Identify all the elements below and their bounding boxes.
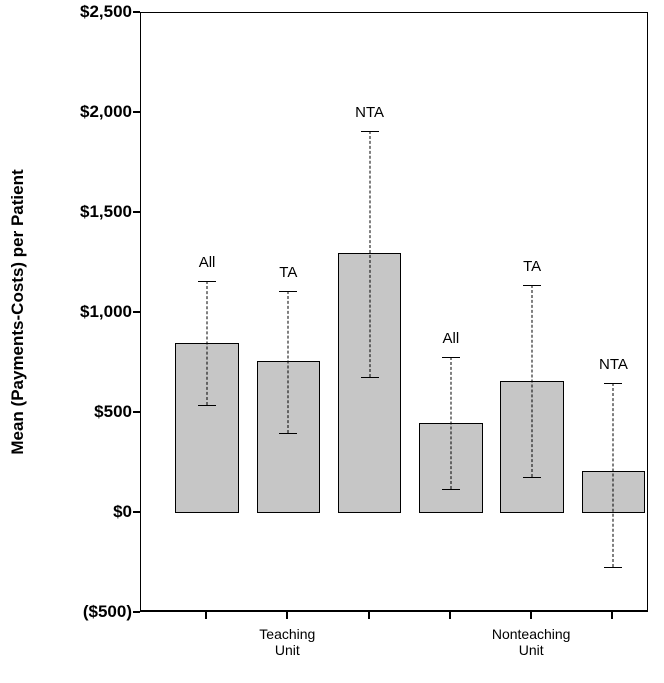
y-tick-label: $2,000 [40,102,132,122]
error-bar [532,285,533,477]
error-cap [604,383,622,384]
error-cap [361,131,379,132]
bar-label: NTA [355,104,384,121]
error-cap [279,433,297,434]
group-label: NonteachingUnit [492,626,571,658]
y-tick-mark [133,11,140,13]
x-tick-mark [449,612,451,619]
error-cap [523,477,541,478]
group-label: TeachingUnit [259,626,315,658]
error-cap [604,567,622,568]
y-tick-mark [133,211,140,213]
error-bar [450,357,451,489]
x-tick-mark [530,612,532,619]
x-tick-mark [368,612,370,619]
y-tick-mark [133,311,140,313]
y-tick-label: $1,000 [40,302,132,322]
bar-label: All [443,330,460,347]
error-cap [279,291,297,292]
y-tick-label: ($500) [40,602,132,622]
error-bar [288,291,289,433]
chart-container: Mean (Payments-Costs) per Patient All TA N… [0,0,664,683]
y-tick-mark [133,511,140,513]
y-tick-mark [133,411,140,413]
error-cap [523,285,541,286]
x-tick-mark [286,612,288,619]
bar-label: All [199,254,216,271]
error-cap [442,357,460,358]
y-axis-label: Mean (Payments-Costs) per Patient [8,169,28,454]
bar-label: TA [279,264,297,281]
error-bar [207,281,208,405]
error-bar [613,383,614,567]
y-tick-label: $1,500 [40,202,132,222]
y-tick-mark [133,611,140,613]
y-tick-mark [133,111,140,113]
x-tick-mark [205,612,207,619]
y-tick-label: $2,500 [40,2,132,22]
error-cap [198,405,216,406]
error-cap [442,489,460,490]
error-bar [369,131,370,377]
x-tick-mark [611,612,613,619]
bar-label: TA [523,258,541,275]
plot-area: All TA NTA All TA NTA [140,12,648,612]
error-cap [361,377,379,378]
bar-label: NTA [599,356,628,373]
y-tick-label: $0 [40,502,132,522]
error-cap [198,281,216,282]
y-tick-label: $500 [40,402,132,422]
